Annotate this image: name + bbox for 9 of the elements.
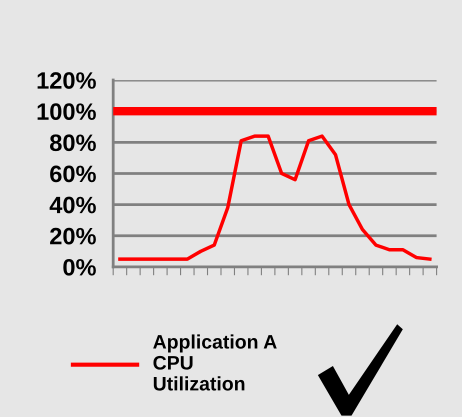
y-tick-label: 20%	[50, 228, 96, 245]
y-tick-label: 120%	[38, 72, 96, 89]
y-tick-label: 80%	[50, 134, 96, 152]
y-tick-label: 40%	[50, 196, 96, 214]
y-tick-label: 100%	[38, 103, 96, 120]
line-series	[118, 134, 432, 261]
y-tick-label: 60%	[50, 166, 96, 182]
legend-label: Application A CPU Utilization	[153, 334, 277, 391]
y-tick-label: 0%	[63, 258, 96, 276]
